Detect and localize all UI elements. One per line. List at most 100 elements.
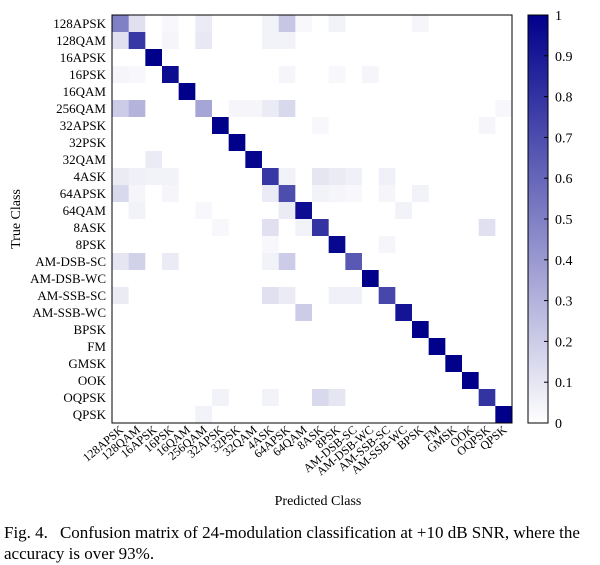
cell-8ASK-GMSK — [445, 219, 463, 237]
colorbar-tick-label: 0.2 — [555, 335, 573, 350]
cell-32QAM-AM-SSB-WC — [395, 151, 413, 169]
cell-16QAM-16APSK — [145, 83, 163, 101]
cell-64APSK-16PSK — [162, 185, 179, 203]
cell-GMSK-32APSK — [212, 355, 229, 373]
cell-128APSK-128QAM — [128, 15, 146, 33]
cell-16APSK-8ASK — [312, 49, 329, 67]
cell-32APSK-AM-SSB-SC — [378, 117, 396, 135]
cell-64APSK-32PSK — [228, 185, 246, 203]
cell-GMSK-64APSK — [278, 355, 296, 373]
cell-16QAM-32PSK — [228, 83, 246, 101]
cell-128QAM-OQPSK — [478, 32, 496, 50]
cell-16PSK-16APSK — [145, 66, 163, 84]
cell-8PSK-16QAM — [178, 236, 196, 254]
cell-AM-DSB-WC-FM — [428, 270, 446, 288]
cell-OOK-64APSK — [278, 372, 296, 390]
cell-8ASK-OQPSK — [478, 219, 496, 237]
cell-64QAM-8ASK — [312, 202, 329, 220]
cell-QPSK-AM-SSB-SC — [378, 406, 396, 424]
cell-AM-SSB-WC-16PSK — [162, 304, 179, 322]
cell-32PSK-16PSK — [162, 134, 179, 152]
cell-AM-DSB-WC-32QAM — [245, 270, 263, 288]
cell-64QAM-16APSK — [145, 202, 163, 220]
cell-GMSK-BPSK — [412, 355, 429, 373]
cell-32QAM-BPSK — [412, 151, 429, 169]
cell-AM-SSB-SC-128QAM — [128, 287, 146, 305]
cell-32QAM-OQPSK — [478, 151, 496, 169]
y-tick-64APSK: 64APSK — [60, 186, 107, 201]
cell-256QAM-32APSK — [212, 100, 229, 118]
cell-FM-AM-SSB-SC — [378, 338, 396, 356]
y-axis-label: True Class — [9, 189, 24, 249]
cell-64APSK-32APSK — [212, 185, 229, 203]
y-tick-BPSK: BPSK — [73, 322, 106, 337]
cell-32PSK-GMSK — [445, 134, 463, 152]
cell-OQPSK-AM-DSB-SC — [345, 389, 363, 407]
cell-8ASK-32QAM — [245, 219, 263, 237]
y-tick-16APSK: 16APSK — [60, 50, 107, 65]
cell-64QAM-BPSK — [412, 202, 429, 220]
cell-32QAM-32QAM — [245, 151, 263, 169]
y-tick-128QAM: 128QAM — [56, 33, 106, 48]
cell-16QAM-16PSK — [162, 83, 179, 101]
cell-64APSK-16QAM — [178, 185, 196, 203]
y-tick-AM-SSB-SC: AM-SSB-SC — [37, 288, 106, 303]
cell-8ASK-AM-SSB-WC — [395, 219, 413, 237]
cell-8PSK-64APSK — [278, 236, 296, 254]
cell-OOK-BPSK — [412, 372, 429, 390]
cell-OOK-GMSK — [445, 372, 463, 390]
cell-OQPSK-32APSK — [212, 389, 229, 407]
cell-32QAM-AM-DSB-WC — [362, 151, 379, 169]
cell-FM-64QAM — [295, 338, 313, 356]
cell-64APSK-64QAM — [295, 185, 313, 203]
cell-64QAM-32QAM — [245, 202, 263, 220]
cell-4ASK-GMSK — [445, 168, 463, 186]
cell-BPSK-8PSK — [328, 321, 346, 339]
cell-QPSK-64APSK — [278, 406, 296, 424]
cell-8PSK-FM — [428, 236, 446, 254]
cell-128QAM-128APSK — [112, 32, 129, 50]
cell-16QAM-OOK — [462, 83, 479, 101]
cell-16PSK-16PSK — [162, 66, 179, 84]
cell-32PSK-32APSK — [212, 134, 229, 152]
cell-64QAM-16QAM — [178, 202, 196, 220]
cell-32APSK-128QAM — [128, 117, 146, 135]
cell-16APSK-256QAM — [195, 49, 213, 67]
cell-32APSK-FM — [428, 117, 446, 135]
cell-BPSK-OOK — [462, 321, 479, 339]
cell-OQPSK-OOK — [462, 389, 479, 407]
cell-AM-DSB-WC-AM-SSB-WC — [395, 270, 413, 288]
cell-32APSK-8PSK — [328, 117, 346, 135]
cell-OOK-32QAM — [245, 372, 263, 390]
cell-8ASK-16QAM — [178, 219, 196, 237]
cell-AM-SSB-WC-AM-DSB-WC — [362, 304, 379, 322]
cell-32QAM-16APSK — [145, 151, 163, 169]
cell-128QAM-4ASK — [262, 32, 279, 50]
cell-8PSK-32PSK — [228, 236, 246, 254]
cell-AM-SSB-SC-256QAM — [195, 287, 213, 305]
cell-256QAM-128QAM — [128, 100, 146, 118]
cell-AM-DSB-SC-32QAM — [245, 253, 263, 271]
y-tick-32APSK: 32APSK — [60, 118, 107, 133]
cell-32PSK-16APSK — [145, 134, 163, 152]
cell-32APSK-32QAM — [245, 117, 263, 135]
cell-8ASK-64QAM — [295, 219, 313, 237]
cell-32APSK-32PSK — [228, 117, 246, 135]
cell-FM-OQPSK — [478, 338, 496, 356]
cell-16APSK-64QAM — [295, 49, 313, 67]
cell-64QAM-64APSK — [278, 202, 296, 220]
cell-128APSK-BPSK — [412, 15, 429, 33]
cell-AM-DSB-WC-OQPSK — [478, 270, 496, 288]
cell-128APSK-AM-SSB-SC — [378, 15, 396, 33]
cell-QPSK-8ASK — [312, 406, 329, 424]
cell-256QAM-AM-SSB-WC — [395, 100, 413, 118]
y-tick-16QAM: 16QAM — [63, 84, 107, 99]
cell-16QAM-256QAM — [195, 83, 213, 101]
cell-AM-SSB-WC-AM-SSB-WC — [395, 304, 413, 322]
cell-256QAM-16APSK — [145, 100, 163, 118]
cell-64QAM-AM-SSB-WC — [395, 202, 413, 220]
cell-AM-DSB-WC-128QAM — [128, 270, 146, 288]
cell-16PSK-32QAM — [245, 66, 263, 84]
cell-BPSK-AM-SSB-SC — [378, 321, 396, 339]
cell-16APSK-AM-SSB-WC — [395, 49, 413, 67]
